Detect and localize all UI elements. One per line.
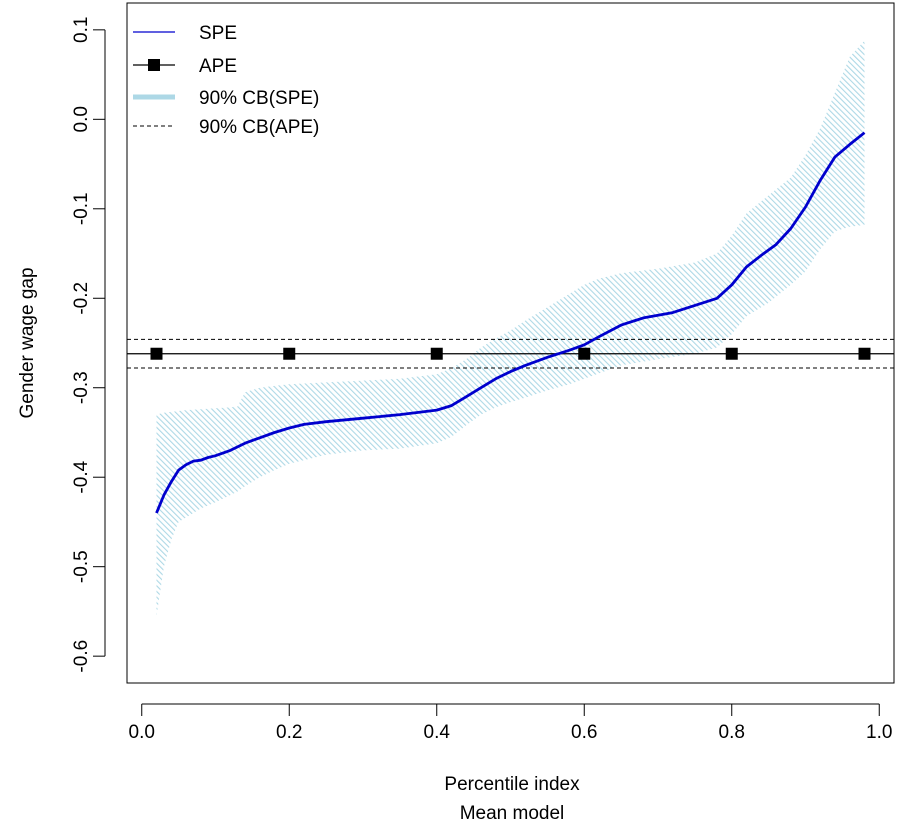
x-tick-label: 0.2	[276, 722, 302, 743]
x-tick-label: 0.8	[719, 722, 745, 743]
ape-point	[150, 347, 163, 360]
ape-point	[283, 347, 296, 360]
spe-confidence-band-layer	[156, 40, 865, 616]
ape-point	[578, 347, 591, 360]
y-axis: 0.1 0.0 -0.1 -0.2 -0.3 -0.4 -0.5 -0.6	[71, 17, 106, 673]
ape-layer	[127, 338, 894, 369]
legend-label-spe: SPE	[199, 23, 237, 44]
spe-line	[155, 131, 866, 514]
x-tick-label: 0.4	[424, 722, 451, 743]
y-tick-label: -0.6	[71, 640, 92, 673]
x-axis-title: Percentile index	[444, 774, 580, 795]
y-tick-label: -0.4	[71, 460, 92, 493]
plot-frame	[126, 2, 895, 684]
x-tick-label: 0.0	[129, 722, 155, 743]
legend: SPE APE 90% CB(SPE) 90% CB(APE)	[133, 23, 319, 138]
legend-label-cb-spe: 90% CB(SPE)	[199, 88, 319, 109]
legend-label-ape: APE	[199, 56, 237, 77]
y-tick-label: 0.0	[71, 106, 92, 132]
ape-point	[858, 347, 871, 360]
ape-point	[725, 347, 738, 360]
y-tick-label: 0.1	[71, 17, 92, 43]
y-axis-title: Gender wage gap	[17, 267, 38, 418]
x-axis: 0.0 0.2 0.4 0.6 0.8 1.0	[129, 703, 892, 743]
legend-swatch-ape-marker	[148, 59, 160, 71]
x-tick-label: 0.6	[571, 722, 597, 743]
y-tick-label: -0.5	[71, 550, 92, 583]
y-tick-label: -0.3	[71, 371, 92, 404]
spe-layer	[155, 131, 866, 514]
y-tick-label: -0.2	[71, 282, 92, 315]
x-tick-label: 1.0	[866, 722, 892, 743]
x-axis-subtitle: Mean model	[460, 803, 565, 824]
ape-point	[430, 347, 443, 360]
y-tick-label: -0.1	[71, 192, 92, 225]
cb-spe-band	[156, 40, 865, 616]
legend-label-cb-ape: 90% CB(APE)	[199, 117, 319, 138]
